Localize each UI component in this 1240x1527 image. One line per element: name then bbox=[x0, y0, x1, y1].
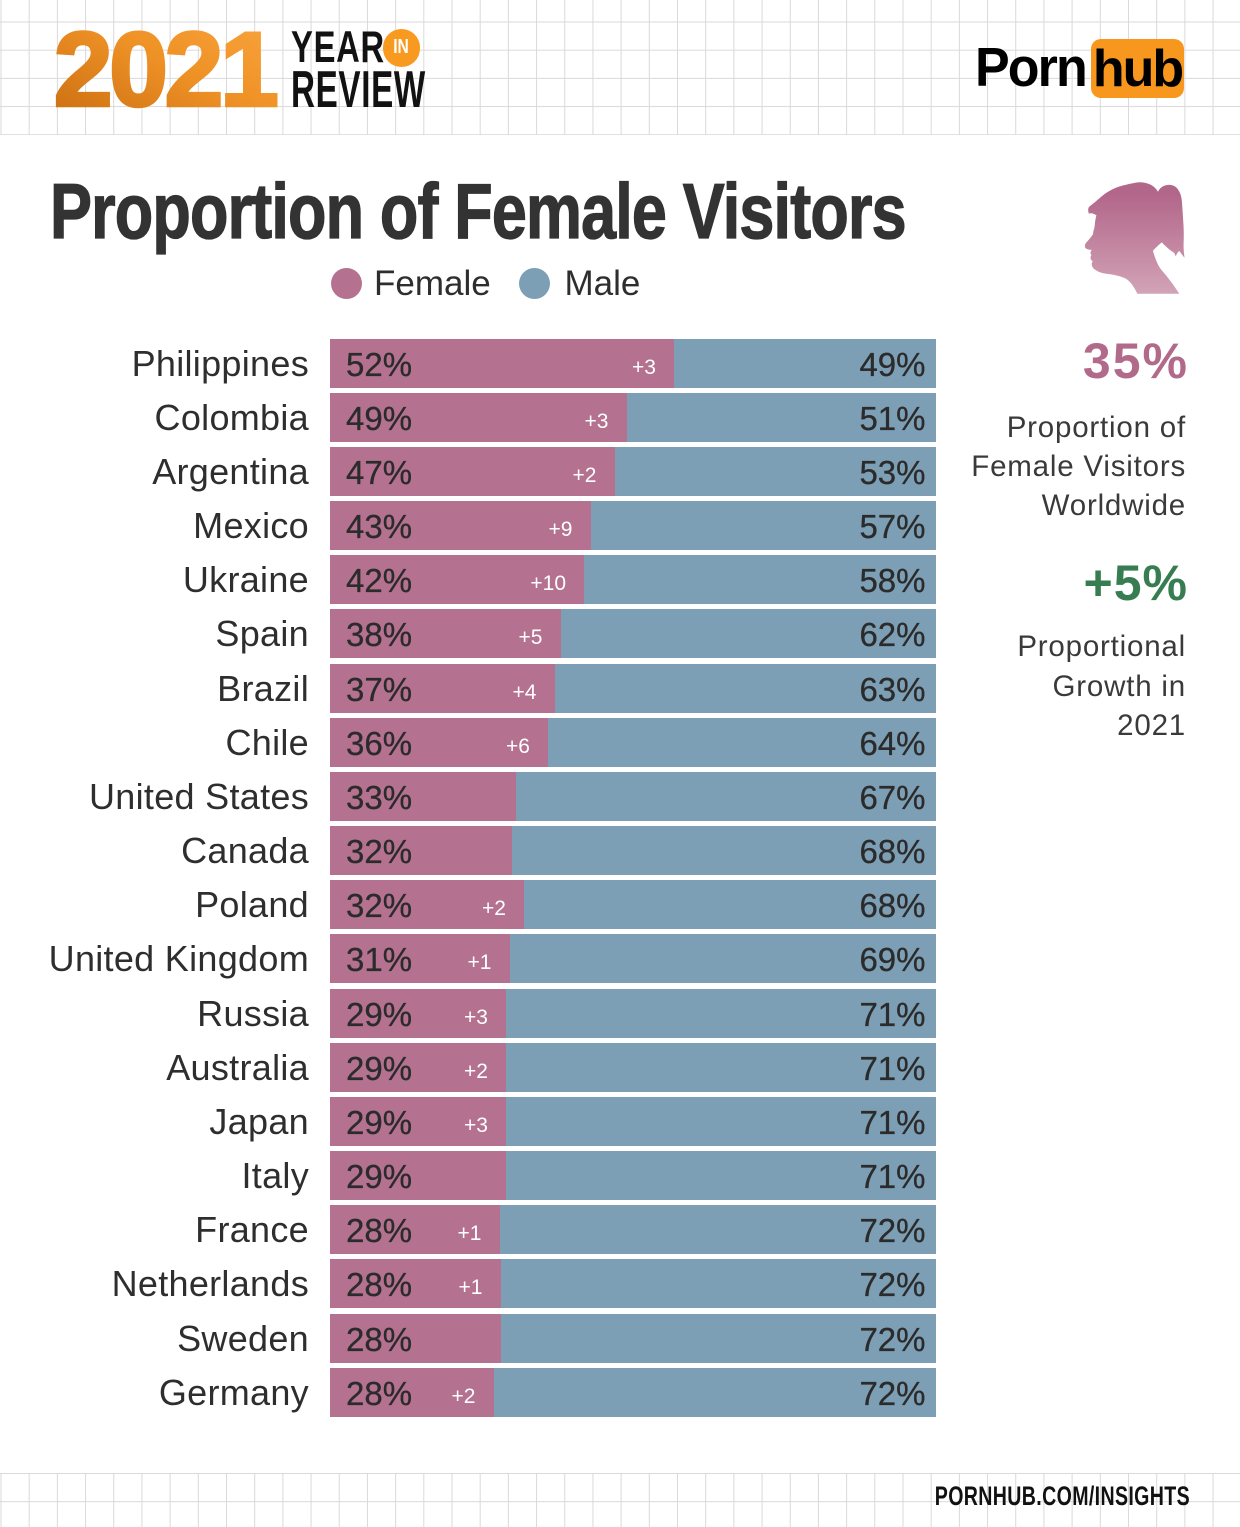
svg-text:2021: 2021 bbox=[54, 19, 276, 119]
